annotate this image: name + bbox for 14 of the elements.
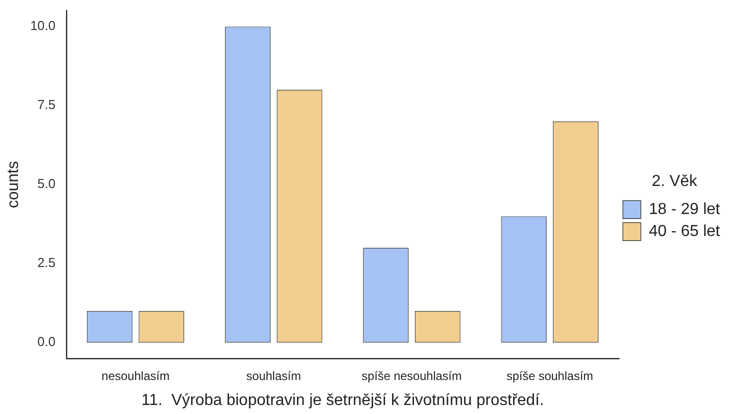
y-axis-title: counts [5,161,22,208]
x-tick-label: souhlasím [246,368,301,383]
x-tick-label: spíše souhlasím [506,368,594,383]
y-tick-label: 5.0 [37,176,56,192]
x-tick-label: spíše nesouhlasím [362,368,462,383]
y-tick-label: 10.0 [30,18,56,34]
legend-title: 2. Věk [652,172,698,190]
y-tick-label: 7.5 [37,97,56,112]
y-tick-label: 2.5 [37,255,56,270]
x-axis-title: 11. Výroba biopotravin je šetrnější k životnímu prostředí. [141,392,544,409]
legend-label: 18 - 29 let [648,201,721,218]
legend-label: 40 - 65 let [648,223,721,240]
y-tick-label: 0.0 [37,334,56,350]
x-tick-label: nesouhlasím [102,368,170,383]
